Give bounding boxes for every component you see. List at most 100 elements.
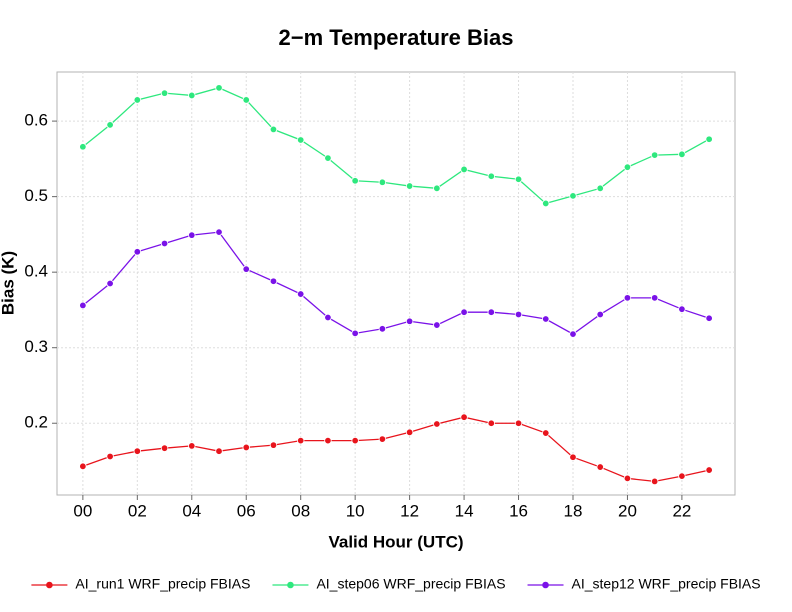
data-point [106,452,114,461]
y-tick-label: 0.3 [24,337,48,356]
data-point [106,121,114,129]
data-point [405,182,414,190]
data-point [242,443,250,452]
data-point [705,135,713,143]
y-axis-label: Bias (K) [0,251,17,315]
data-point [324,313,332,322]
series-line [82,87,710,205]
data-point [623,294,632,302]
data-point [269,441,278,449]
x-tick-label: 20 [618,501,637,520]
legend-marker [542,581,549,589]
data-point [542,199,550,208]
data-point [133,248,142,256]
x-tick-label: 02 [128,501,147,520]
data-point [79,143,87,151]
data-point [514,175,523,183]
data-point [650,151,659,159]
data-point [296,436,305,445]
data-point [650,477,659,486]
legend-marker [46,581,53,589]
data-point [215,84,223,92]
data-point [433,420,441,428]
data-point [351,436,359,445]
legend-label: AI_step12 WRF_precip FBIAS [572,576,761,592]
x-tick-label: 04 [182,501,201,520]
data-point [215,228,223,236]
data-point [405,428,414,437]
data-point [678,305,686,313]
data-point [460,165,468,174]
x-tick-label: 12 [400,501,419,520]
data-point [378,435,387,443]
x-tick-label: 16 [509,501,528,520]
data-point [242,265,250,273]
data-point [460,308,468,316]
data-point [678,472,686,480]
x-tick-label: 14 [455,501,474,520]
x-axis-label: Valid Hour (UTC) [328,532,463,551]
data-point [324,436,332,445]
x-tick-label: 00 [73,501,92,520]
data-point [542,315,550,323]
x-tick-label: 08 [291,501,310,520]
y-tick-label: 0.2 [24,413,48,432]
data-point [133,96,142,104]
data-point [296,290,305,298]
data-point [351,329,359,338]
data-point [705,466,713,474]
data-point [623,163,632,171]
chart-title: 2−m Temperature Bias [279,25,514,50]
data-point [160,89,169,97]
data-point [569,330,577,338]
data-point [79,301,87,310]
data-point [188,442,196,450]
legend-label: AI_run1 WRF_precip FBIAS [75,576,250,592]
data-point [596,310,604,319]
data-point [569,453,577,461]
x-tick-label: 10 [346,501,365,520]
data-point [487,419,496,427]
x-tick-label: 06 [237,501,256,520]
data-point [678,150,686,159]
data-point [460,413,468,421]
x-tick-label: 18 [564,501,583,520]
x-tick-label: 22 [672,501,691,520]
data-point [514,419,523,427]
data-point [188,91,196,100]
series-line [82,231,710,335]
data-point [433,184,441,193]
y-tick-label: 0.6 [24,111,48,130]
plot-frame [56,71,736,496]
data-point [269,125,278,134]
data-point [487,172,496,180]
data-point [596,184,604,193]
data-point [378,178,387,186]
data-point [296,136,305,144]
legend-label: AI_step06 WRF_precip FBIAS [316,576,505,592]
data-point [351,177,359,185]
data-point [569,192,577,200]
data-point [433,321,441,329]
data-point [324,154,332,162]
data-point [242,96,250,104]
data-point [705,314,713,322]
data-point [623,474,632,483]
y-tick-label: 0.4 [24,262,48,281]
series-line [82,416,710,483]
data-point [542,429,550,437]
data-point [596,463,604,471]
legend-marker [287,581,294,589]
data-point [487,308,496,316]
data-point [160,239,169,248]
data-point [405,317,414,325]
data-point [79,462,87,470]
data-point [378,325,387,333]
data-point [106,279,114,288]
data-point [514,310,523,319]
y-tick-label: 0.5 [24,186,48,205]
data-point [188,231,196,239]
data-point [133,447,142,455]
